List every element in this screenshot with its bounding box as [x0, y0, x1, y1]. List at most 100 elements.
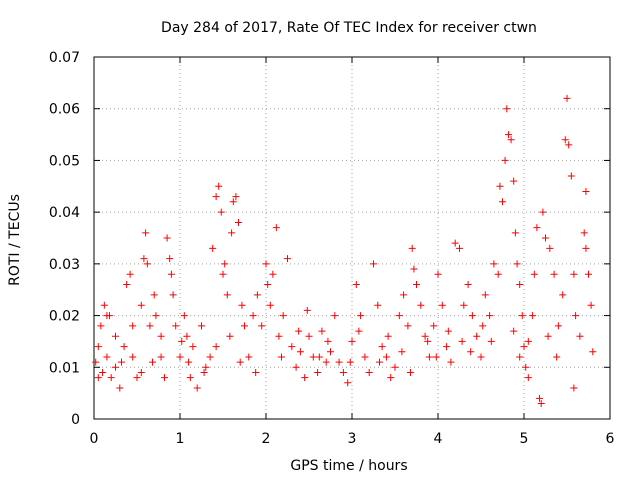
x-tick-label: 5: [520, 431, 529, 447]
data-point: [241, 322, 248, 330]
data-point: [327, 348, 334, 356]
x-tick-label: 4: [434, 431, 443, 447]
x-tick-label: 6: [606, 431, 615, 447]
data-point: [490, 260, 498, 268]
data-point: [152, 312, 160, 320]
data-point: [507, 136, 515, 144]
data-point: [410, 265, 418, 273]
data-point: [258, 322, 266, 330]
data-point: [510, 177, 518, 185]
data-point: [137, 368, 145, 376]
data-point: [266, 301, 274, 309]
data-point: [467, 348, 475, 356]
y-tick-label: 0.04: [49, 205, 80, 221]
data-point: [511, 229, 519, 237]
data-point: [185, 358, 193, 366]
data-point: [103, 353, 111, 361]
data-point: [178, 337, 186, 345]
data-point: [544, 332, 552, 340]
data-point: [348, 337, 356, 345]
data-point: [587, 301, 595, 309]
data-point: [382, 353, 390, 361]
y-tick-label: 0: [71, 412, 80, 428]
tick-marks: [93, 56, 611, 420]
x-tick-label: 2: [262, 431, 271, 447]
data-point: [460, 301, 468, 309]
data-point: [264, 281, 272, 289]
data-point: [137, 301, 145, 309]
data-point: [292, 363, 300, 371]
data-point: [486, 312, 494, 320]
data-point: [277, 353, 285, 361]
y-tick-label: 0.03: [49, 257, 80, 273]
data-point: [172, 322, 180, 330]
data-point: [339, 368, 347, 376]
data-point: [107, 374, 115, 382]
data-point: [355, 327, 363, 335]
data-point: [565, 141, 573, 149]
data-point: [430, 322, 438, 330]
data-point: [112, 332, 119, 340]
data-point: [384, 332, 392, 340]
data-point: [249, 312, 257, 320]
data-point: [494, 270, 502, 278]
data-point: [352, 281, 360, 289]
data-point: [378, 343, 386, 351]
data-point: [444, 327, 452, 335]
data-point: [559, 291, 567, 299]
data-point: [572, 312, 580, 320]
data-point: [206, 353, 214, 361]
data-point: [529, 312, 537, 320]
data-point: [103, 312, 111, 320]
chart-title: Day 284 of 2017, Rate Of TEC Index for r…: [161, 20, 537, 36]
data-point: [198, 322, 205, 330]
data-point: [309, 353, 317, 361]
data-point: [288, 343, 296, 351]
data-point: [322, 358, 330, 366]
data-point: [157, 353, 165, 361]
data-point: [432, 353, 440, 361]
data-point: [443, 343, 451, 351]
data-point: [522, 363, 530, 371]
data-point: [209, 244, 217, 252]
data-point: [361, 353, 369, 361]
data-point: [97, 322, 105, 330]
data-point: [221, 260, 229, 268]
data-point: [344, 379, 352, 387]
data-point: [570, 384, 578, 392]
data-point: [272, 224, 280, 232]
data-point: [580, 229, 588, 237]
data-point: [112, 363, 119, 371]
data-point: [524, 374, 532, 382]
data-point: [262, 260, 270, 268]
data-point: [284, 255, 291, 263]
data-point: [533, 224, 541, 232]
data-point: [479, 322, 487, 330]
data-point: [451, 239, 459, 247]
data-point: [510, 327, 518, 335]
data-point: [539, 208, 547, 216]
data-point: [217, 208, 225, 216]
data-point: [245, 353, 253, 361]
data-point: [582, 244, 590, 252]
data-point: [150, 291, 158, 299]
data-point: [535, 394, 543, 402]
data-point: [92, 358, 100, 366]
data-point: [303, 306, 311, 314]
data-point: [146, 322, 154, 330]
data-point: [219, 270, 227, 278]
data-point: [481, 291, 489, 299]
data-point: [477, 353, 485, 361]
data-point: [99, 368, 107, 376]
data-point: [524, 337, 532, 345]
data-point: [176, 353, 184, 361]
data-point: [513, 260, 521, 268]
data-point: [169, 291, 177, 299]
data-point: [223, 291, 231, 299]
grid: [94, 57, 610, 419]
data-point: [542, 234, 549, 242]
data-point: [404, 322, 412, 330]
data-point: [413, 281, 420, 289]
data-point: [180, 312, 188, 320]
